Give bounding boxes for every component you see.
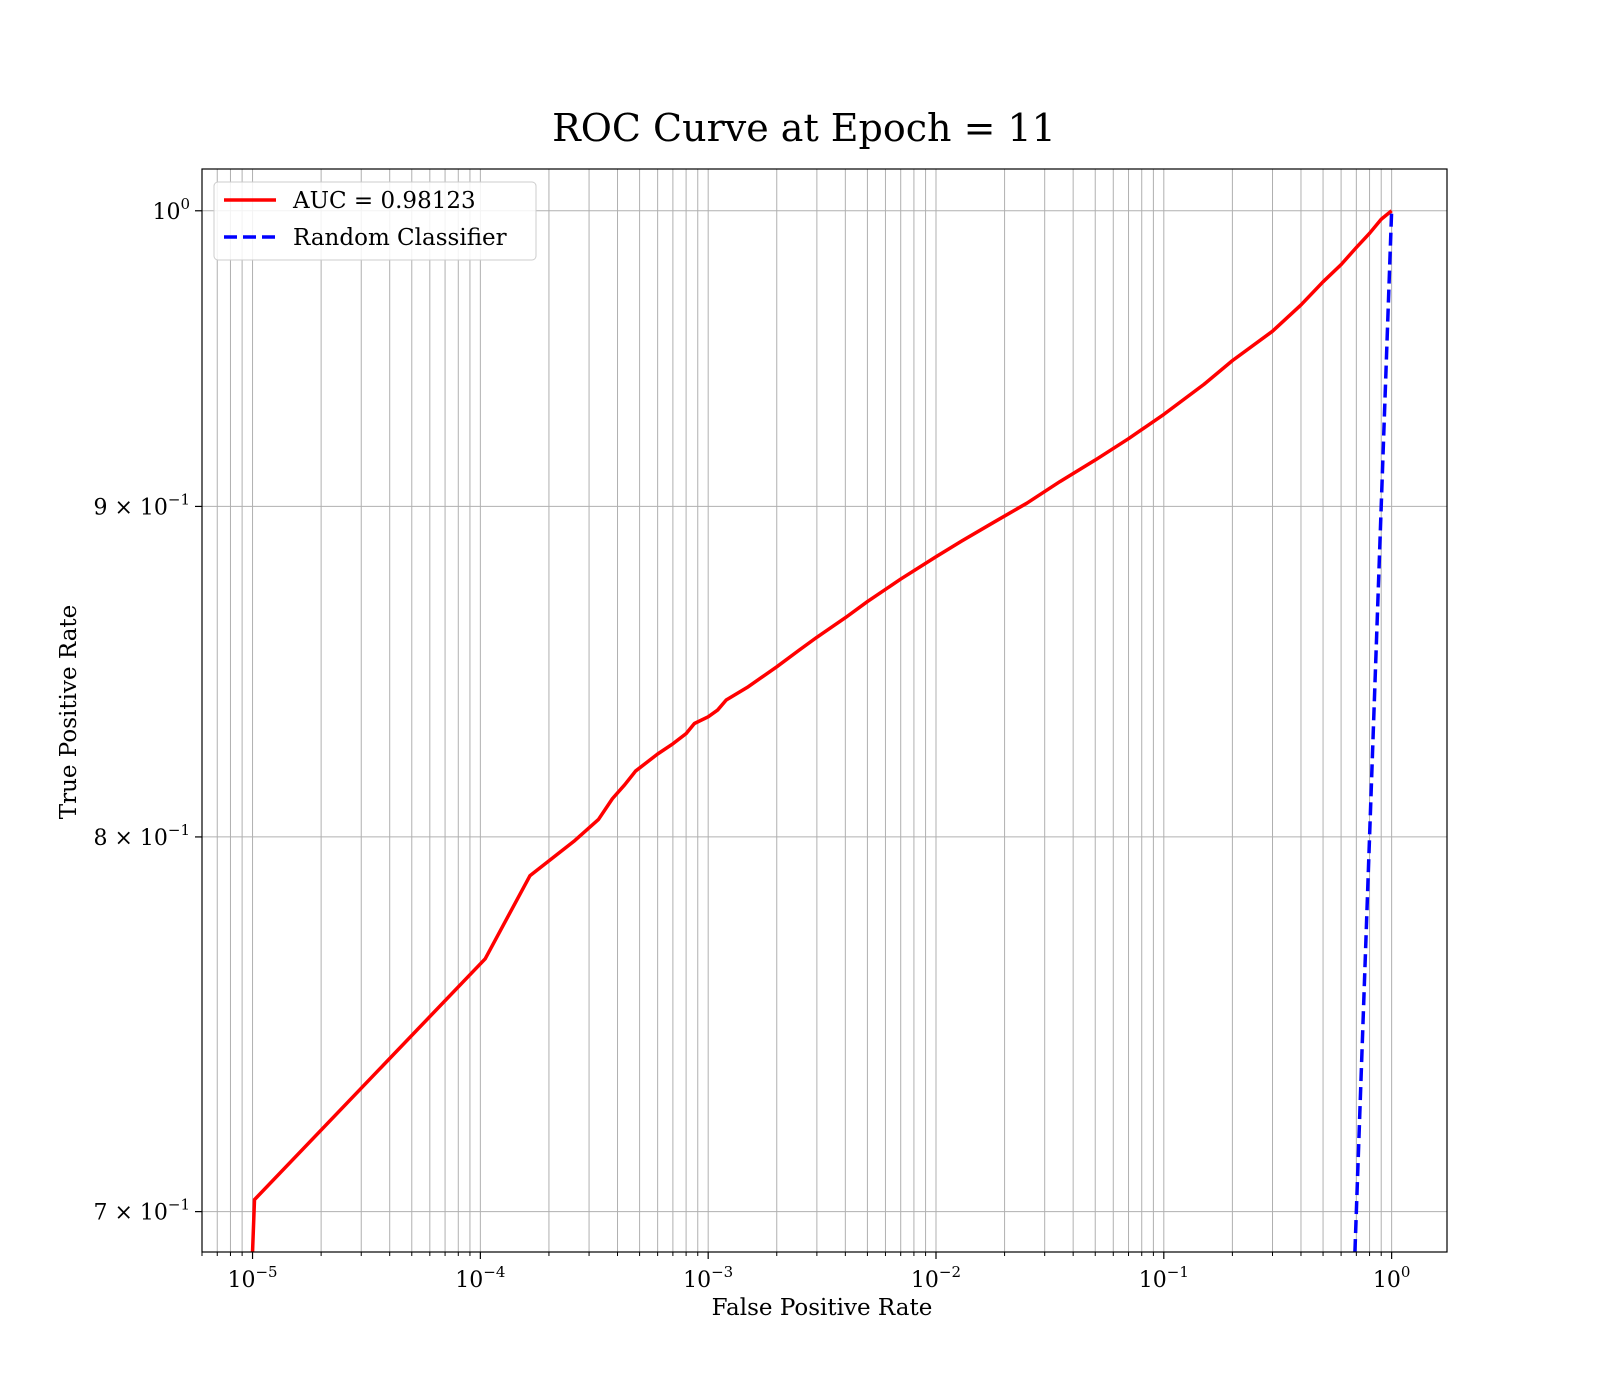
- y-tick-label: 9 × 10−1: [93, 490, 190, 520]
- x-tick-label: 10−5: [227, 1263, 277, 1293]
- y-tick-label: 7 × 10−1: [93, 1196, 190, 1226]
- roc-curve-line: [250, 209, 1393, 1252]
- legend: AUC = 0.98123 Random Classifier: [213, 181, 537, 261]
- chart-title: ROC Curve at Epoch = 11: [552, 106, 1056, 150]
- x-tick-label: 10−3: [683, 1263, 733, 1293]
- x-tick-label: 100: [1373, 1263, 1411, 1293]
- y-tick-label: 8 × 10−1: [93, 821, 190, 851]
- legend-label-random: Random Classifier: [293, 225, 507, 251]
- x-axis-label: False Positive Rate: [712, 1295, 933, 1321]
- legend-box: [213, 181, 537, 261]
- legend-label-roc: AUC = 0.98123: [292, 188, 476, 214]
- y-tick-label: 100: [152, 195, 190, 225]
- grid-layer: [201, 169, 1447, 1252]
- plot-frame: [201, 168, 1448, 1253]
- y-axis-label: True Positive Rate: [56, 605, 82, 820]
- x-tick-label: 10−4: [455, 1263, 505, 1293]
- random-classifier-line: [1353, 210, 1394, 1252]
- series-layer: [250, 209, 1394, 1252]
- x-tick-label: 10−1: [1139, 1263, 1189, 1293]
- x-tick-label: 10−2: [911, 1263, 961, 1293]
- tick-layer: 10−5 10−4 10−3 10−2 10−1 100 7 × 10−1 8 × 10−1 9…: [93, 195, 1410, 1293]
